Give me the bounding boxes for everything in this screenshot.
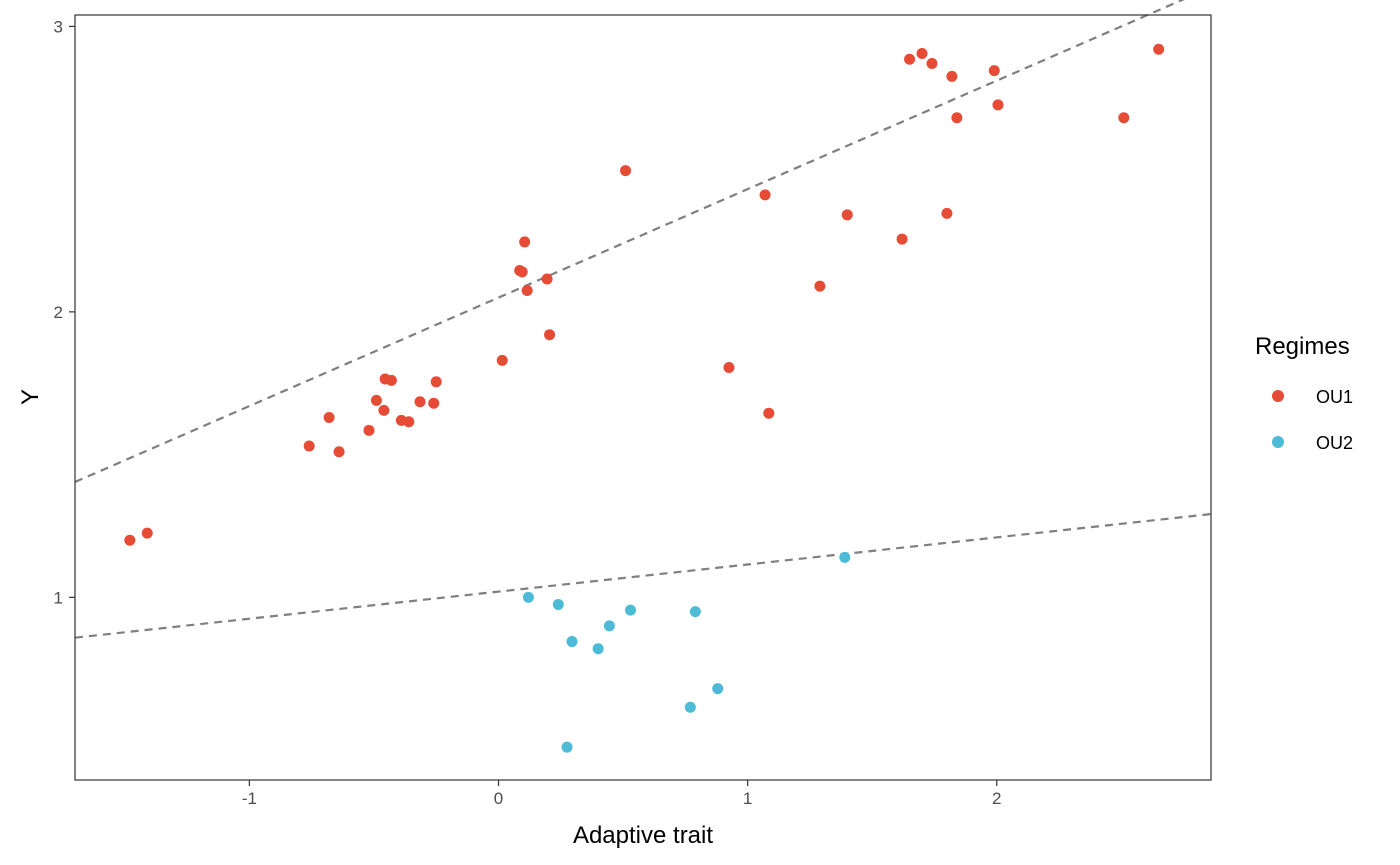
point-ou1 [992,99,1004,111]
legend-label-ou2: OU2 [1316,433,1353,453]
point-ou2 [689,606,701,618]
point-ou2 [603,620,615,632]
point-ou1 [946,70,958,82]
point-ou1 [516,266,528,278]
x-axis-title: Adaptive trait [573,822,713,849]
point-ou1 [333,446,345,458]
point-ou1 [370,394,382,406]
point-ou1 [1118,112,1130,124]
point-ou2 [522,591,534,603]
point-ou2 [839,551,851,563]
point-ou1 [723,362,735,374]
point-ou1 [378,404,390,416]
legend-label-ou1: OU1 [1316,387,1353,407]
fit-line-1 [74,0,1185,484]
point-ou1 [544,329,556,341]
point-ou1 [988,65,1000,77]
point-ou1 [814,280,826,292]
x-tick-label: -1 [242,789,257,808]
point-ou2 [566,636,578,648]
legend-title: Regimes [1255,333,1350,360]
point-ou1 [896,233,908,245]
point-ou1 [414,396,426,408]
point-ou1 [385,374,397,386]
point-ou1 [904,53,916,65]
point-ou1 [428,397,440,409]
fit-line-2 [74,512,1212,639]
point-ou1 [521,284,533,296]
point-ou1 [1153,43,1165,55]
point-ou2 [552,598,564,610]
point-ou1 [363,424,375,436]
y-axis: 1 2 3 [54,17,75,607]
point-ou1 [323,411,335,423]
y-axis-title: Y [17,389,44,405]
y-tick-label: 1 [54,588,63,607]
point-ou1 [519,236,531,248]
legend-key-ou2 [1272,436,1284,448]
point-ou2 [684,701,696,713]
point-ou1 [841,209,853,221]
point-ou1 [916,48,928,60]
reference-lines [74,0,1212,639]
point-ou1 [951,112,963,124]
point-ou1 [430,376,442,388]
data-points [124,43,1165,753]
x-tick-label: 0 [494,789,503,808]
y-tick-label: 3 [54,17,63,36]
point-ou1 [541,273,553,285]
legend-key-ou1 [1272,390,1284,402]
point-ou1 [403,416,415,428]
point-ou1 [496,354,508,366]
point-ou1 [620,165,632,177]
legend: Regimes OU1 OU2 [1255,333,1353,453]
panel-border [74,14,1212,781]
point-ou2 [561,741,573,753]
x-tick-label: 2 [992,789,1001,808]
point-ou1 [763,407,775,419]
x-axis: -1 0 1 2 [242,780,1001,808]
point-ou1 [926,58,938,70]
point-ou1 [303,440,315,452]
point-ou1 [124,534,136,546]
point-ou2 [592,643,604,655]
x-tick-label: 1 [743,789,752,808]
point-ou1 [759,189,771,201]
point-ou1 [941,207,953,219]
point-ou2 [712,683,724,695]
point-ou2 [625,604,637,616]
y-tick-label: 2 [54,303,63,322]
point-ou1 [141,527,153,539]
